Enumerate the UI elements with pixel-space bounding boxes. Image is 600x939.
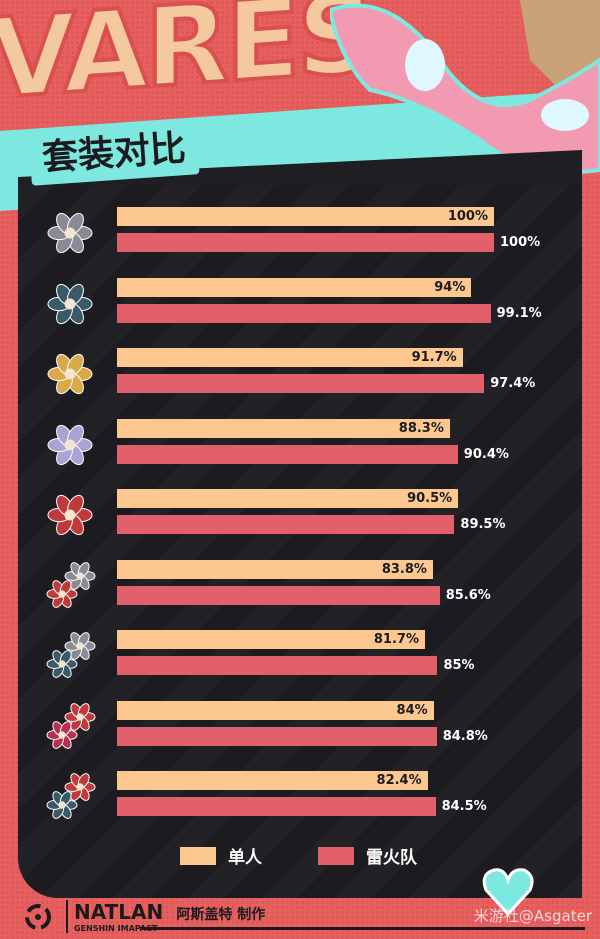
bar-team: [117, 515, 455, 534]
bar-team: [117, 374, 485, 393]
bar-solo: [117, 418, 450, 438]
data-label-team: 100%: [500, 235, 541, 250]
data-label-team: 97.4%: [490, 376, 536, 391]
artifact-set-icon: [47, 494, 93, 536]
data-label-team: 85%: [443, 658, 475, 673]
footer: NATLAN 阿斯盖特 制作 GENSHIN IMAPACT: [20, 900, 265, 933]
legend-swatch-solo: [180, 846, 216, 865]
artifact-set-icon: [47, 353, 93, 395]
data-label-team: 84.8%: [442, 728, 488, 744]
bar-solo: [117, 771, 428, 790]
data-label-solo: 83.8%: [381, 561, 427, 577]
data-label-team: 89.5%: [460, 517, 506, 532]
bar-team: [117, 233, 494, 252]
data-label-team: 99.1%: [496, 305, 542, 321]
bar-team: [117, 303, 491, 323]
banner-letters: VARES: [0, 0, 374, 125]
bar-solo: [117, 277, 472, 297]
artifact-set-icon: [47, 283, 93, 324]
footer-line: [140, 927, 585, 930]
bar-team: [117, 585, 440, 605]
natlan-logo-icon: [25, 903, 51, 930]
maker-credit: 阿斯盖特 制作: [176, 907, 266, 923]
bar-team: [117, 656, 438, 675]
legend-label-team: 雷火队: [366, 848, 417, 868]
watermark: 米游社@Asgater: [473, 907, 592, 925]
bar-solo: [117, 207, 494, 226]
data-label-solo: 88.3%: [398, 420, 444, 436]
bar-solo: [117, 700, 434, 720]
artifact-set-icon: [46, 561, 96, 608]
artifact-set-icon: [47, 212, 93, 254]
data-label-solo: 90.5%: [407, 491, 453, 506]
bar-solo: [117, 348, 463, 367]
bar-solo: [117, 559, 433, 579]
bar-team: [117, 797, 436, 816]
data-label-team: 90.4%: [463, 446, 509, 462]
bar-team: [117, 444, 458, 464]
data-label-solo: 81.7%: [373, 632, 419, 647]
data-label-solo: 82.4%: [376, 773, 422, 788]
data-label-solo: 91.7%: [411, 350, 457, 365]
legend-item-team: 雷火队: [318, 843, 417, 868]
bar-solo: [117, 489, 459, 508]
brand-name: NATLAN: [74, 900, 164, 924]
legend-swatch-team: [318, 846, 354, 865]
bar-team: [117, 726, 437, 746]
data-label-solo: 100%: [447, 209, 488, 224]
data-label-solo: 94%: [434, 279, 466, 295]
mask-illustration: [330, 0, 600, 174]
artifact-set-icon: [47, 424, 93, 465]
artifact-set-icon: [46, 773, 96, 819]
data-label-team: 84.5%: [441, 799, 487, 814]
brand-sub: GENSHIN IMAPACT: [74, 924, 158, 933]
data-label-team: 85.6%: [445, 587, 491, 603]
bar-solo: [117, 630, 425, 649]
legend-label-solo: 单人: [228, 848, 262, 868]
heart-icon: [482, 868, 534, 917]
artifact-set-icon: [46, 702, 96, 749]
data-label-solo: 84%: [396, 702, 428, 718]
legend-item-solo: 单人: [180, 843, 262, 868]
artifact-set-icon: [46, 632, 96, 678]
